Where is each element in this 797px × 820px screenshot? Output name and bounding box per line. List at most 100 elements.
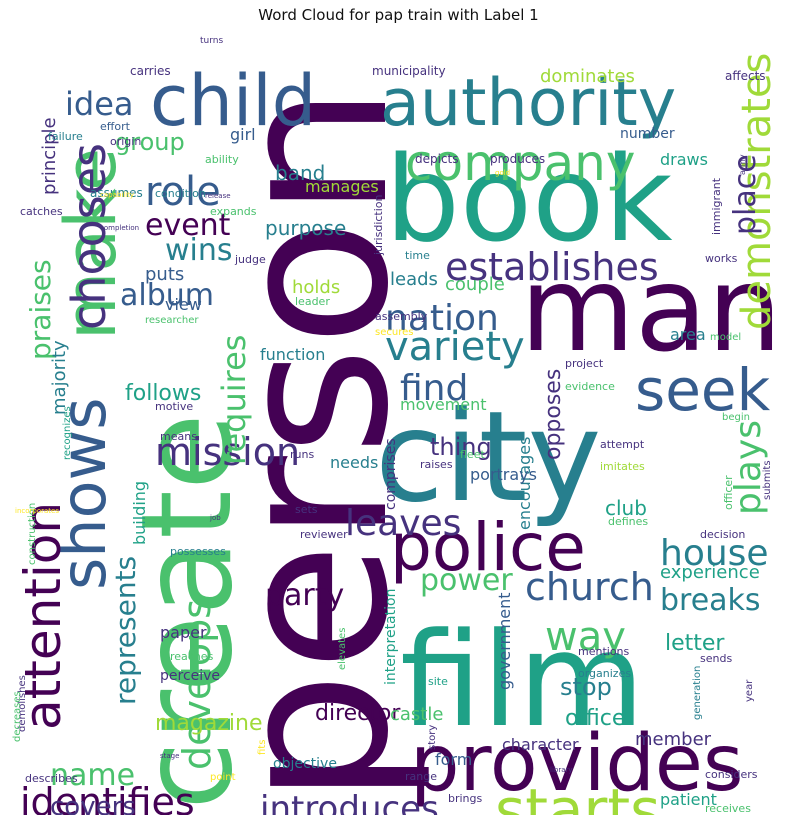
word-attempt: attempt: [600, 438, 645, 451]
word-year: year: [744, 679, 755, 702]
word-dominates: dominates: [540, 66, 635, 87]
word-follows: follows: [125, 381, 201, 406]
word-building: building: [130, 481, 149, 545]
word-experience: experience: [660, 562, 760, 583]
word-make: make: [50, 148, 132, 340]
word-form: form: [435, 750, 472, 769]
word-reaches: reaches: [170, 650, 214, 663]
word-condition: condition: [155, 187, 206, 200]
word-jurisdiction: jurisdiction: [372, 194, 385, 256]
chart-title: Word Cloud for pap train with Label 1: [258, 6, 539, 24]
word-runs: runs: [290, 448, 314, 461]
word-find: find: [400, 368, 468, 409]
word-turns: turns: [200, 36, 223, 46]
word-draws: draws: [660, 150, 708, 169]
word-raises: raises: [420, 458, 453, 471]
word-stage: stage: [160, 752, 179, 760]
word-member: member: [635, 729, 712, 750]
word-brings: brings: [448, 792, 483, 805]
word-origin: origin: [110, 135, 141, 148]
word-defines: defines: [608, 515, 648, 528]
word-possesses: possesses: [170, 545, 226, 558]
word-power: power: [420, 563, 513, 598]
word-range: range: [405, 770, 437, 783]
word-sends: sends: [700, 652, 732, 665]
word-area: area: [670, 325, 706, 344]
word-effort: effort: [100, 120, 131, 133]
word-name: name: [50, 758, 135, 793]
word-office: office: [565, 706, 625, 731]
word-thing: thing: [430, 433, 492, 461]
word-reviewer: reviewer: [300, 528, 348, 541]
word-decision: decision: [700, 528, 745, 541]
word-gold: gold: [495, 169, 510, 177]
word-release: release: [205, 192, 231, 200]
word-attention: attention: [14, 502, 72, 730]
word-incorporates: incorporates: [15, 507, 59, 515]
word-girl: girl: [230, 125, 256, 144]
word-group: group: [115, 128, 185, 156]
word-event: event: [145, 208, 231, 243]
word-covers: covers: [50, 792, 136, 815]
word-idea: idea: [65, 85, 134, 123]
word-chooses: chooses: [62, 143, 116, 330]
word-place: place: [728, 154, 763, 235]
word-starts: starts: [495, 776, 660, 815]
word-completion: completion: [100, 224, 139, 232]
word-capability: capability: [100, 191, 134, 199]
word-principle: principle: [39, 117, 60, 195]
word-fits: fits: [257, 740, 268, 755]
word-mentions: mentions: [578, 645, 630, 658]
word-man: man: [520, 240, 782, 378]
word-sets: sets: [295, 503, 318, 516]
word-police: police: [390, 509, 586, 586]
word-holds: holds: [292, 277, 340, 298]
word-variety: variety: [385, 324, 525, 370]
word-character: character: [502, 735, 579, 754]
word-house: house: [660, 533, 769, 574]
word-shows: shows: [47, 397, 120, 590]
word-couple: couple: [445, 274, 505, 295]
word-city: city: [375, 385, 601, 530]
word-requires: requires: [215, 335, 253, 465]
word-submits: submits: [762, 460, 773, 500]
word-evidence: evidence: [565, 380, 615, 393]
word-describes: describes: [25, 772, 78, 785]
word-club: club: [605, 496, 647, 520]
word-depicts: depicts: [415, 152, 459, 166]
word-receives: receives: [705, 802, 751, 815]
word-municipality: municipality: [372, 64, 446, 78]
word-purpose: purpose: [265, 216, 346, 240]
word-ability: ability: [205, 153, 239, 166]
word-represents: represents: [109, 556, 142, 705]
word-authority: authority: [380, 66, 676, 141]
word-manages: manages: [305, 177, 379, 196]
word-role: role: [145, 169, 221, 215]
word-child: child: [150, 60, 316, 142]
word-provides: provides: [410, 719, 744, 809]
word-majority: majority: [49, 340, 70, 415]
word-wins: wins: [165, 233, 233, 268]
word-leader: leader: [295, 295, 330, 308]
word-introduces: introduces: [260, 789, 439, 815]
word-demolishes: demolishes: [17, 675, 28, 732]
word-immigrant: immigrant: [710, 177, 723, 235]
word-catches: catches: [20, 205, 63, 218]
word-model: model: [710, 332, 741, 343]
word-number: number: [620, 126, 675, 142]
word-seek: seek: [635, 356, 771, 424]
word-project: project: [565, 357, 604, 370]
word-breaks: breaks: [660, 583, 761, 618]
word-opposes: opposes: [541, 369, 566, 460]
word-secures: secures: [375, 327, 413, 338]
word-director: director: [315, 701, 401, 726]
word-imitates: imitates: [600, 460, 645, 473]
word-stop: stop: [560, 673, 612, 701]
word-army: army: [738, 154, 747, 175]
word-interpretation: interpretation: [383, 589, 399, 685]
word-person: person: [190, 85, 435, 805]
word-praises: praises: [24, 259, 57, 360]
word-generation: generation: [692, 666, 703, 720]
word-officer: officer: [722, 475, 735, 510]
